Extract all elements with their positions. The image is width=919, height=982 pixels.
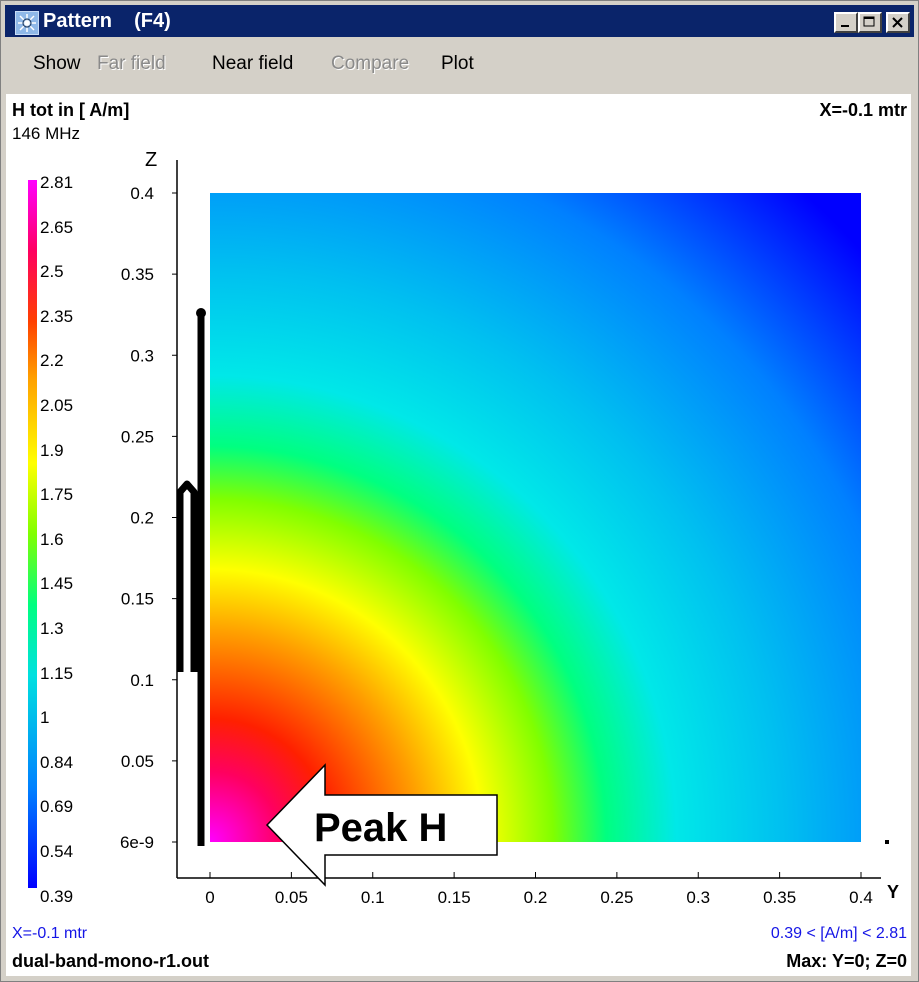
z-tick-label: 0.25	[121, 427, 154, 446]
scale-label: 1	[40, 708, 50, 728]
z-tick-label: 0.4	[130, 184, 154, 203]
menu-far-field[interactable]: Far field	[97, 53, 166, 74]
peak-callout: Peak H	[265, 763, 498, 887]
scale-label: 0.84	[40, 752, 74, 772]
scale-label: 2.81	[40, 173, 74, 192]
z-axis-title: Z	[145, 149, 157, 171]
y-tick-label: 0.15	[438, 888, 471, 907]
menu-plot[interactable]: Plot	[441, 53, 474, 74]
y-tick-label: 0.35	[763, 888, 796, 907]
maximize-button[interactable]	[858, 12, 882, 33]
y-tick-label: 0.1	[361, 888, 385, 907]
quantity-label: H tot in [ A/m]	[12, 100, 130, 120]
scale-label: 0.54	[40, 842, 74, 861]
scale-label: 2.2	[40, 351, 64, 371]
color-scale-bar	[28, 180, 37, 888]
scale-label: 0.69	[40, 797, 74, 817]
peak-label: Peak H	[314, 806, 447, 850]
y-axis-ticks: 0 0.05 0.1 0.15 0.2 0.25 0.3 0.35 0.4	[205, 872, 873, 907]
footer-range: 0.39 < [A/m] < 2.81	[770, 925, 907, 942]
minimize-button[interactable]	[834, 12, 858, 33]
y-tick-label: 0	[205, 888, 214, 907]
y-tick-label: 0.05	[275, 888, 308, 907]
close-icon	[892, 17, 903, 28]
menu-bar: Show Far field Near field Compare Plot	[5, 39, 914, 77]
scale-label: 1.75	[40, 485, 74, 505]
field-heatmap	[210, 193, 861, 842]
title-bar[interactable]: Pattern (F4)	[5, 5, 914, 37]
y-tick-label: 0.2	[524, 888, 548, 907]
menu-near-field[interactable]: Near field	[212, 53, 294, 74]
scale-label: 1.45	[40, 574, 74, 594]
file-name: dual-band-mono-r1.out	[12, 951, 209, 971]
z-tick-label: 6e-9	[120, 833, 154, 852]
menu-compare[interactable]: Compare	[331, 53, 410, 74]
scale-label: 2.65	[40, 217, 74, 237]
z-tick-label: 0.35	[121, 265, 154, 284]
left-arrow-icon	[265, 763, 498, 887]
window-title: Pattern (F4)	[43, 10, 171, 32]
app-icon[interactable]	[15, 11, 39, 35]
frequency-label: 146 MHz	[12, 124, 81, 143]
scale-label: 1.9	[40, 440, 64, 460]
scale-label: 2.35	[40, 306, 74, 326]
footer-position: X=-0.1 mtr	[12, 925, 88, 942]
z-tick-label: 0.15	[121, 590, 154, 609]
y-tick-label: 0.3	[686, 888, 710, 907]
edge-marker	[885, 840, 889, 844]
z-axis-ticks: 6e-9 0.05 0.1 0.15 0.2 0.25 0.3 0.35 0.4	[120, 184, 177, 852]
scale-label: 1.6	[40, 529, 64, 549]
z-tick-label: 0.05	[121, 752, 154, 771]
max-location: Max: Y=0; Z=0	[786, 951, 907, 971]
z-tick-label: 0.3	[130, 346, 154, 365]
z-tick-label: 0.2	[130, 509, 154, 528]
maximize-icon	[863, 16, 875, 27]
position-label: X=-0.1 mtr	[819, 100, 907, 120]
scale-label: 0.39	[40, 886, 74, 906]
y-tick-label: 0.25	[600, 888, 633, 907]
antenna-element	[176, 308, 206, 846]
scale-label: 1.3	[40, 619, 64, 638]
z-tick-label: 0.1	[130, 671, 154, 690]
scale-label: 1.15	[40, 663, 74, 683]
y-axis-title: Y	[887, 882, 899, 902]
y-tick-label: 0.4	[849, 888, 873, 907]
minimize-icon	[841, 25, 849, 27]
menu-show[interactable]: Show	[33, 53, 81, 74]
scale-label: 2.05	[40, 396, 74, 415]
close-button[interactable]	[886, 12, 910, 33]
scale-label: 2.5	[40, 262, 64, 282]
